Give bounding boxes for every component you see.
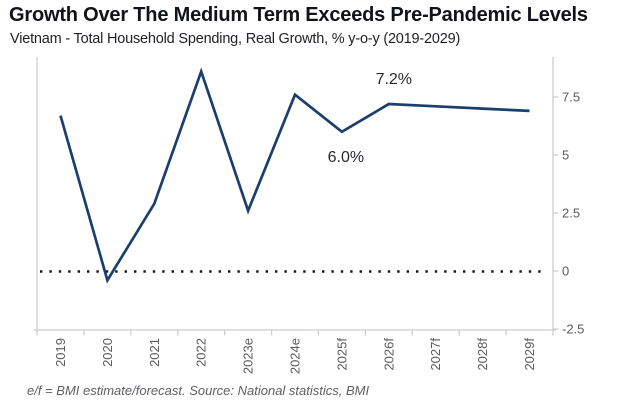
y-tick-label: 7.5 [562, 90, 580, 105]
source-note: e/f = BMI estimate/forecast. Source: Nat… [27, 383, 370, 398]
chart-subtitle: Vietnam - Total Household Spending, Real… [10, 31, 461, 47]
y-tick-label: 5 [562, 148, 569, 163]
x-tick-label: 2026f [381, 338, 396, 371]
x-tick-label: 2027f [428, 338, 443, 371]
x-tick-label: 2029f [522, 338, 537, 371]
x-tick-label: 2019 [53, 338, 68, 367]
x-tick-label: 2022 [194, 338, 209, 367]
y-tick-label: 0 [562, 264, 569, 279]
annotation-label: 7.2% [376, 71, 412, 88]
x-tick-label: 2024e [288, 338, 303, 374]
x-tick-label: 2025f [334, 338, 349, 371]
annotation-label: 6.0% [328, 149, 364, 166]
x-tick-label: 2020 [100, 338, 115, 367]
x-tick-label: 2028f [475, 338, 490, 371]
y-tick-label: 2.5 [562, 206, 580, 221]
x-tick-label: 2021 [147, 338, 162, 367]
spending-growth-line [59, 67, 530, 284]
x-tick-label: 2023e [241, 338, 256, 374]
y-tick-label: -2.5 [562, 322, 584, 337]
chart-title: Growth Over The Medium Term Exceeds Pre-… [9, 4, 588, 26]
